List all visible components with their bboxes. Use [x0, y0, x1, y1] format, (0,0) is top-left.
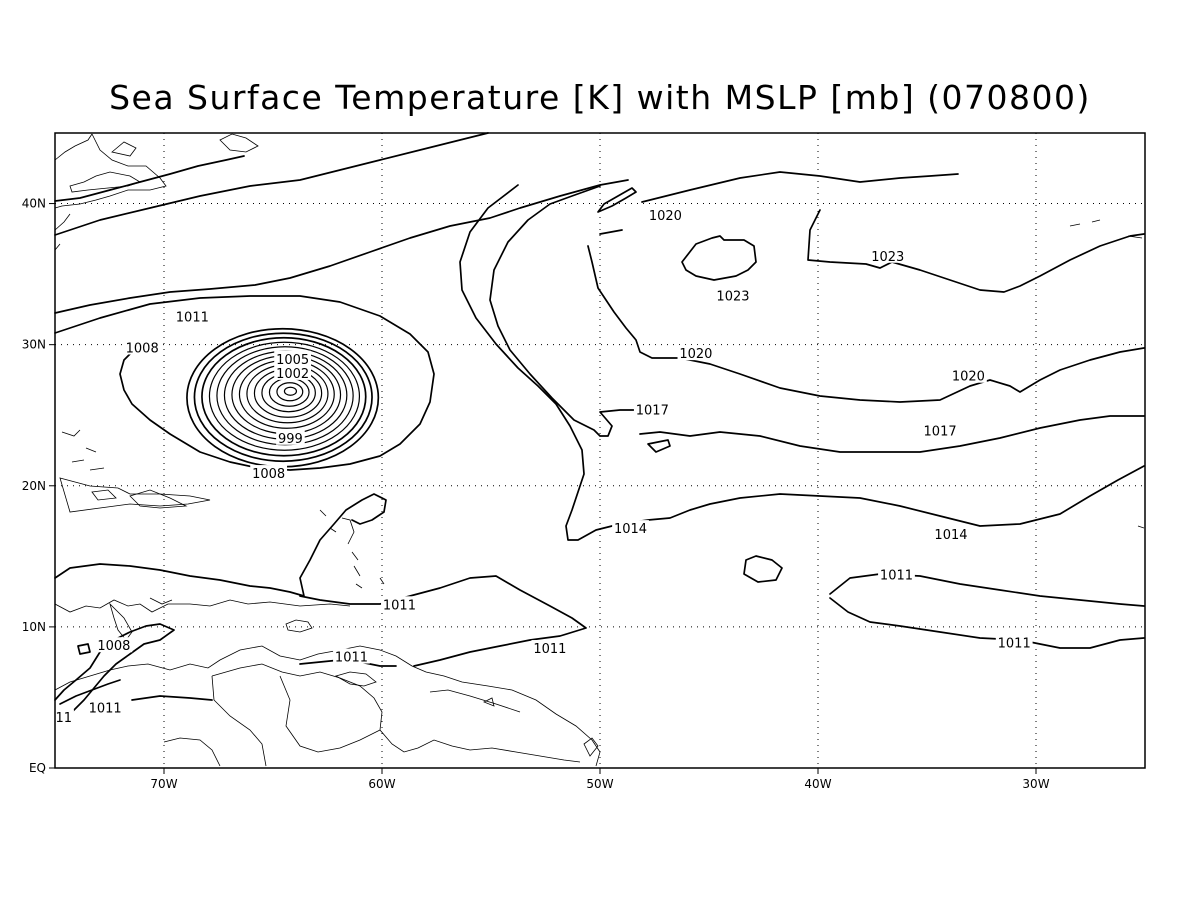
contour-label-bg [274, 364, 312, 380]
lon-tick-label: 50W [586, 777, 613, 791]
contour-label: 1020 [952, 370, 985, 385]
contour-label: 11 [55, 711, 72, 726]
cyclone-ring [208, 341, 361, 451]
lon-tick-label: 60W [368, 777, 395, 791]
contour-label-bg [677, 345, 715, 361]
contour-label-bg [276, 429, 305, 445]
coastlines [54, 133, 1145, 767]
contour-label-bg [869, 247, 907, 263]
contour-label: 1002 [276, 367, 309, 382]
contour-label-bg [95, 637, 133, 653]
contour-label-bg [53, 709, 74, 725]
contour-label: 1017 [636, 404, 669, 419]
contour-label-bg [878, 566, 915, 582]
contour-label: 1011 [335, 651, 368, 666]
contour-label-bg [995, 634, 1033, 650]
lon-tick-label: 70W [150, 777, 177, 791]
contour-label-bg [381, 596, 418, 612]
contour-label: 1011 [176, 310, 209, 325]
lat-tick-label: EQ [29, 761, 46, 775]
contour-label: 1011 [880, 569, 913, 584]
contour-label: 1023 [716, 289, 749, 304]
contour-label: 1008 [126, 341, 159, 356]
axis-ticks: 70W 60W 50W 40W 30W EQ 10N 20N 30N 40N [22, 197, 1050, 791]
contour-label: 1014 [934, 528, 967, 543]
contour-label: 999 [278, 432, 303, 447]
contour-label: 1008 [97, 639, 130, 654]
lat-tick-label: 20N [22, 479, 46, 493]
lon-tick-label: 30W [1022, 777, 1049, 791]
gridlines [55, 133, 1145, 768]
contour-label-bg [612, 520, 649, 536]
contour-label-bg [921, 422, 959, 438]
lat-tick-label: 40N [22, 197, 46, 211]
isobars [54, 132, 1145, 713]
map-title: Sea Surface Temperature [K] with MSLP [m… [109, 78, 1091, 117]
contour-label-bg [123, 339, 161, 355]
contour-label-bg [274, 350, 312, 366]
lat-tick-label: 10N [22, 620, 46, 634]
contour-label: 1005 [276, 353, 309, 368]
contour-label-bg [250, 465, 288, 481]
contour-label-bg [633, 401, 671, 417]
cyclone-ring [201, 336, 367, 457]
contour-label: 1011 [998, 636, 1031, 651]
contour-label-bg [714, 287, 752, 303]
contour-label: 1011 [533, 642, 566, 657]
contour-label: 1014 [614, 522, 647, 537]
contour-label-bg [173, 308, 211, 324]
contour-label: 1008 [252, 467, 285, 482]
plot-frame [54, 132, 1146, 769]
cyclone-ring [276, 382, 304, 402]
contour-label: 1023 [871, 250, 904, 265]
contour-label: 1020 [679, 347, 712, 362]
lat-tick-label: 30N [22, 338, 46, 352]
contour-label: 1017 [924, 425, 957, 440]
contour-label-bg [86, 699, 124, 715]
contour-label: 1011 [89, 701, 122, 716]
contour-label-bg [932, 525, 970, 541]
contour-label: 1011 [383, 598, 416, 613]
contour-label-bg [647, 206, 684, 222]
lon-tick-label: 40W [804, 777, 831, 791]
contour-label: 1020 [649, 209, 682, 224]
contour-label-bg [333, 648, 370, 664]
cyclone-ring [193, 332, 373, 463]
contour-label-bg [531, 640, 569, 656]
contour-label-bg [950, 367, 987, 383]
cyclone-ring [283, 386, 298, 396]
